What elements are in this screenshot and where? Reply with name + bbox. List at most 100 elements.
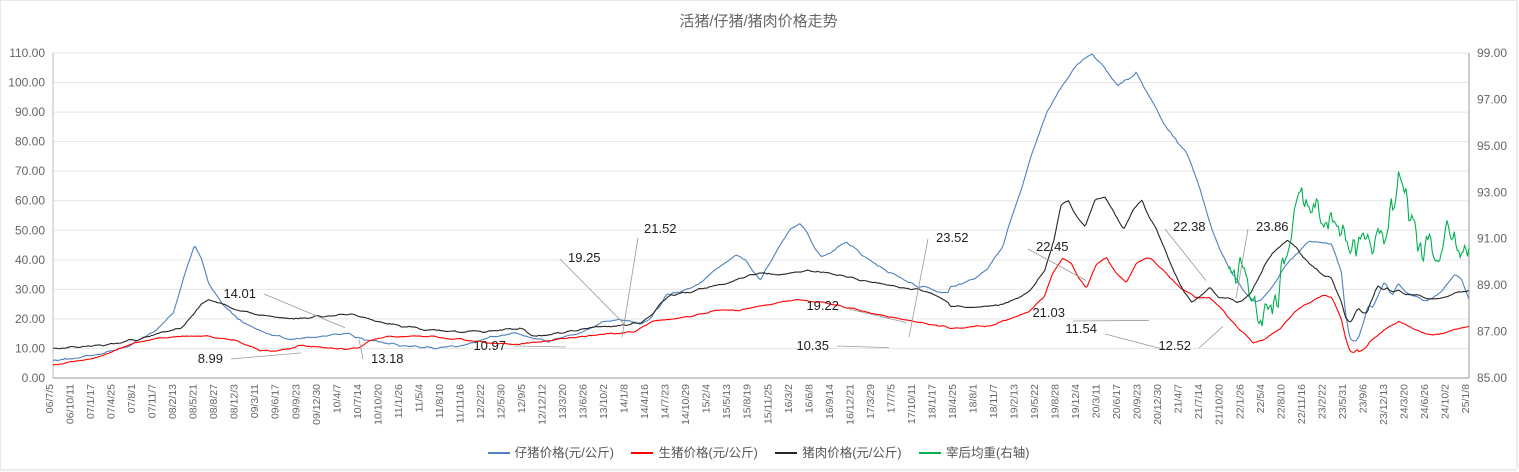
svg-text:17/7/5: 17/7/5 xyxy=(885,384,897,413)
svg-text:09/12/30: 09/12/30 xyxy=(311,384,323,425)
svg-text:89.00: 89.00 xyxy=(1477,278,1507,292)
svg-text:17/10/11: 17/10/11 xyxy=(906,384,918,424)
svg-text:07/1/17: 07/1/17 xyxy=(85,384,97,419)
svg-text:21/7/14: 21/7/14 xyxy=(1193,384,1205,419)
svg-text:14.01: 14.01 xyxy=(223,286,256,301)
svg-text:15/2/4: 15/2/4 xyxy=(701,384,713,413)
svg-text:21/10/20: 21/10/20 xyxy=(1214,384,1226,425)
svg-text:12/5/30: 12/5/30 xyxy=(495,384,507,419)
svg-text:21.52: 21.52 xyxy=(644,221,677,236)
svg-text:25/1/8: 25/1/8 xyxy=(1460,384,1472,413)
svg-text:19.22: 19.22 xyxy=(806,298,839,313)
svg-text:93.00: 93.00 xyxy=(1477,185,1507,199)
svg-text:22.38: 22.38 xyxy=(1173,219,1206,234)
svg-text:14/7/23: 14/7/23 xyxy=(660,384,672,419)
svg-text:16/9/14: 16/9/14 xyxy=(824,384,836,419)
svg-text:60.00: 60.00 xyxy=(15,194,45,208)
svg-text:19.25: 19.25 xyxy=(568,250,601,265)
svg-text:17/3/29: 17/3/29 xyxy=(865,384,877,419)
svg-text:10/4/7: 10/4/7 xyxy=(331,384,343,413)
svg-text:14/4/16: 14/4/16 xyxy=(639,384,651,419)
svg-text:87.00: 87.00 xyxy=(1477,325,1507,339)
svg-text:23.86: 23.86 xyxy=(1256,219,1289,234)
svg-text:19/12/4: 19/12/4 xyxy=(1070,384,1082,419)
svg-text:90.00: 90.00 xyxy=(15,105,45,119)
svg-text:11.54: 11.54 xyxy=(1065,321,1097,336)
svg-text:23/9/6: 23/9/6 xyxy=(1357,384,1369,413)
svg-text:18/1/17: 18/1/17 xyxy=(926,384,938,419)
svg-text:91.00: 91.00 xyxy=(1477,232,1507,246)
svg-text:11/1/26: 11/1/26 xyxy=(393,384,405,418)
svg-text:100.00: 100.00 xyxy=(8,76,45,90)
svg-text:12.52: 12.52 xyxy=(1158,338,1191,353)
svg-text:08/8/27: 08/8/27 xyxy=(208,384,220,419)
svg-text:24/6/26: 24/6/26 xyxy=(1419,384,1431,419)
svg-text:11/11/16: 11/11/16 xyxy=(454,384,466,423)
svg-text:22.45: 22.45 xyxy=(1036,239,1069,254)
svg-text:19/8/28: 19/8/28 xyxy=(1050,384,1062,419)
svg-text:11/8/10: 11/8/10 xyxy=(434,384,446,418)
svg-text:10.00: 10.00 xyxy=(15,341,45,355)
svg-text:13/10/2: 13/10/2 xyxy=(598,384,610,419)
svg-text:13/3/20: 13/3/20 xyxy=(557,384,569,419)
svg-text:21.03: 21.03 xyxy=(1032,305,1065,320)
svg-text:99.00: 99.00 xyxy=(1477,46,1507,60)
svg-text:12/9/5: 12/9/5 xyxy=(516,384,528,413)
svg-text:10.35: 10.35 xyxy=(796,338,829,353)
svg-text:80.00: 80.00 xyxy=(15,135,45,149)
svg-text:23/2/22: 23/2/22 xyxy=(1316,384,1328,419)
svg-text:24/10/2: 24/10/2 xyxy=(1439,384,1451,419)
svg-text:18/11/7: 18/11/7 xyxy=(988,384,1000,418)
svg-text:23/5/31: 23/5/31 xyxy=(1337,384,1349,419)
svg-text:19/5/22: 19/5/22 xyxy=(1029,384,1041,419)
svg-text:20/6/17: 20/6/17 xyxy=(1111,384,1123,419)
svg-text:19/2/13: 19/2/13 xyxy=(1009,384,1021,419)
svg-text:23/12/13: 23/12/13 xyxy=(1378,384,1390,425)
svg-text:13.18: 13.18 xyxy=(371,351,404,366)
svg-text:85.00: 85.00 xyxy=(1477,371,1507,385)
svg-text:15/5/13: 15/5/13 xyxy=(721,384,733,419)
svg-text:22/8/10: 22/8/10 xyxy=(1275,384,1287,419)
svg-text:22/11/16: 22/11/16 xyxy=(1296,384,1308,424)
svg-text:24/3/20: 24/3/20 xyxy=(1398,384,1410,419)
svg-text:15/8/19: 15/8/19 xyxy=(742,384,754,419)
svg-text:08/2/13: 08/2/13 xyxy=(167,384,179,419)
svg-text:8.99: 8.99 xyxy=(198,351,223,366)
svg-text:50.00: 50.00 xyxy=(15,223,45,237)
svg-text:30.00: 30.00 xyxy=(15,282,45,296)
svg-text:23.52: 23.52 xyxy=(936,230,969,245)
svg-text:40.00: 40.00 xyxy=(15,253,45,267)
svg-text:09/3/11: 09/3/11 xyxy=(249,384,261,418)
svg-text:95.00: 95.00 xyxy=(1477,139,1507,153)
svg-text:18/4/25: 18/4/25 xyxy=(947,384,959,419)
svg-text:10.97: 10.97 xyxy=(473,338,506,353)
svg-text:07/11/7: 07/11/7 xyxy=(147,384,159,418)
svg-text:06/10/11: 06/10/11 xyxy=(65,384,77,424)
svg-text:12/12/12: 12/12/12 xyxy=(537,384,549,425)
svg-text:110.00: 110.00 xyxy=(9,46,45,60)
svg-text:0.00: 0.00 xyxy=(22,371,46,385)
svg-text:08/5/21: 08/5/21 xyxy=(188,384,200,419)
svg-text:11/5/4: 11/5/4 xyxy=(413,384,425,413)
svg-text:14/1/8: 14/1/8 xyxy=(619,384,631,413)
svg-text:10/7/14: 10/7/14 xyxy=(352,384,364,419)
svg-text:16/3/2: 16/3/2 xyxy=(783,384,795,413)
svg-text:07/8/1: 07/8/1 xyxy=(126,384,138,413)
svg-text:70.00: 70.00 xyxy=(15,164,45,178)
svg-text:22/1/26: 22/1/26 xyxy=(1234,384,1246,419)
svg-text:13/6/26: 13/6/26 xyxy=(578,384,590,419)
svg-text:97.00: 97.00 xyxy=(1477,92,1507,106)
svg-text:16/12/21: 16/12/21 xyxy=(844,384,856,425)
svg-text:07/4/25: 07/4/25 xyxy=(106,384,118,419)
svg-text:08/12/3: 08/12/3 xyxy=(229,384,241,419)
svg-text:10/10/20: 10/10/20 xyxy=(372,384,384,425)
svg-text:20/3/11: 20/3/11 xyxy=(1091,384,1103,418)
svg-text:09/9/23: 09/9/23 xyxy=(290,384,302,419)
svg-text:20/12/30: 20/12/30 xyxy=(1152,384,1164,425)
svg-text:21/4/7: 21/4/7 xyxy=(1173,384,1185,413)
svg-text:22/5/4: 22/5/4 xyxy=(1255,384,1267,413)
svg-text:18/8/1: 18/8/1 xyxy=(967,384,979,413)
svg-text:09/6/17: 09/6/17 xyxy=(270,384,282,419)
svg-text:20.00: 20.00 xyxy=(15,312,45,326)
svg-text:14/10/29: 14/10/29 xyxy=(680,384,692,425)
